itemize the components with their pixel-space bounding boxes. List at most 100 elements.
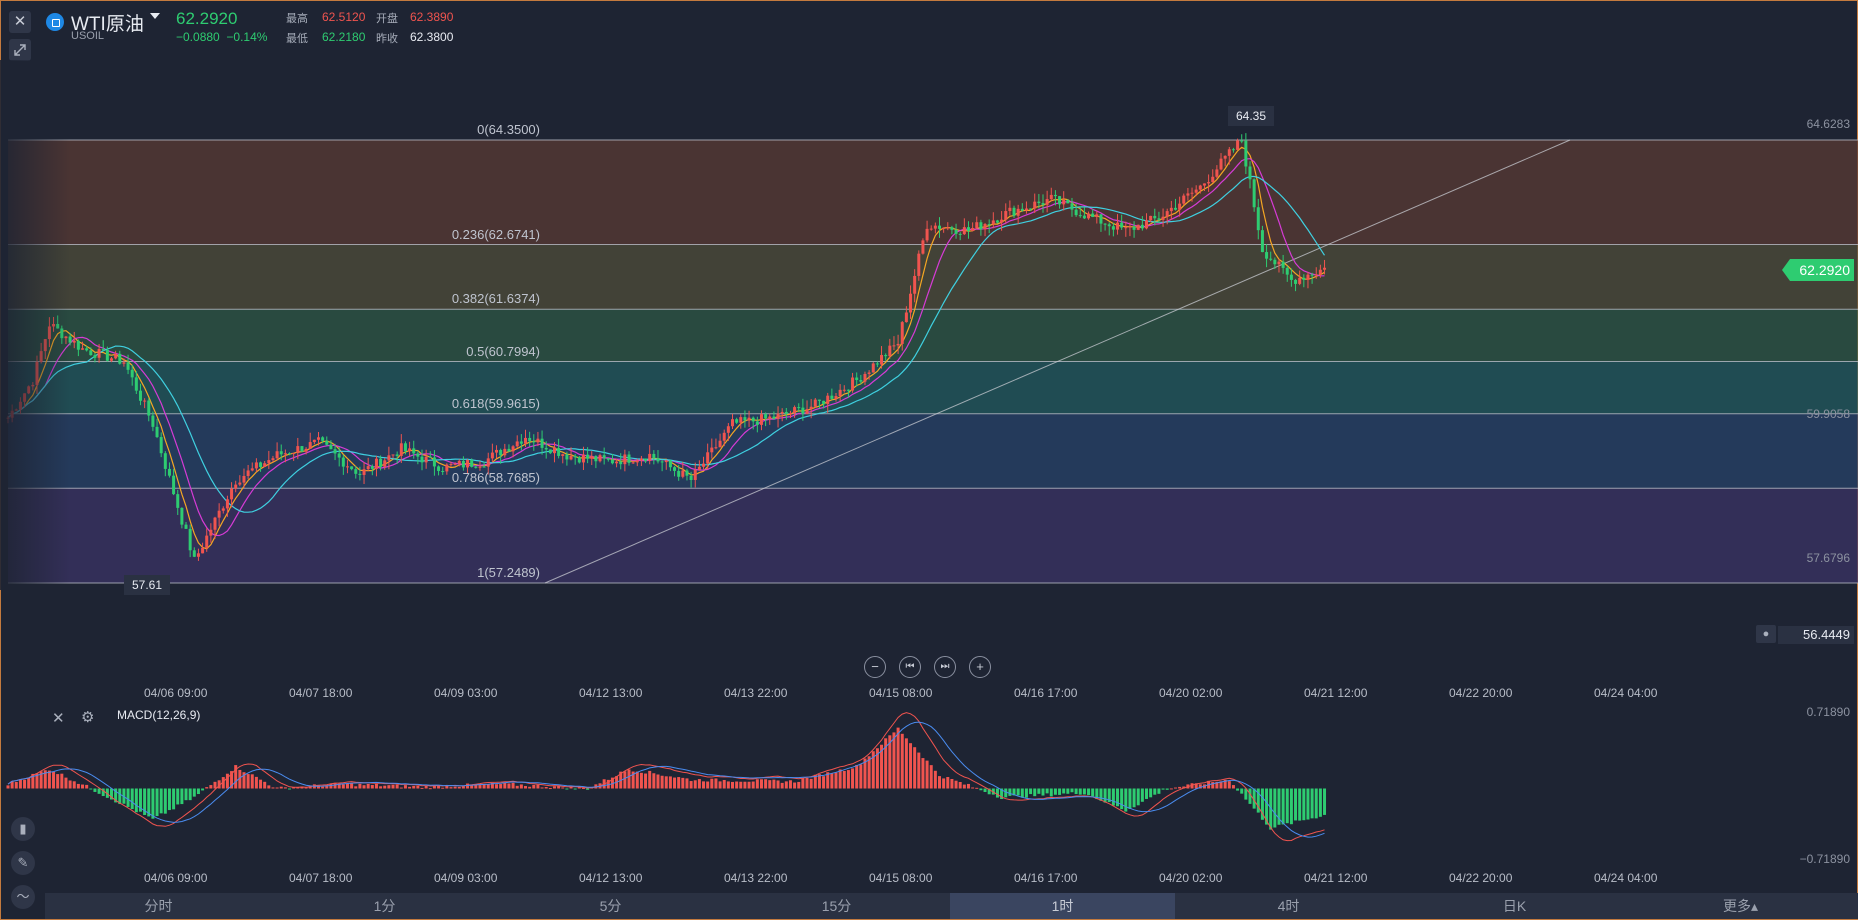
time-axis-label: 04/12 13:00: [579, 686, 643, 700]
candle-body: [685, 470, 689, 476]
macd-bar: [1062, 788, 1066, 794]
fib-level-label: 0.786(58.7685): [451, 470, 540, 486]
macd-bar: [263, 781, 267, 789]
candle-body: [122, 362, 126, 364]
candle-body: [722, 432, 726, 441]
close-button[interactable]: ✕: [9, 11, 31, 33]
symbol-title[interactable]: WTI原油: [71, 14, 144, 35]
candle-body: [1294, 279, 1298, 284]
expand-icon[interactable]: [9, 39, 31, 61]
candle-body: [221, 508, 225, 511]
zoom-in-button[interactable]: +: [969, 656, 991, 678]
macd-bar: [1045, 788, 1049, 794]
candle-body: [333, 449, 337, 454]
candle-body: [598, 455, 602, 462]
macd-bar: [536, 784, 540, 789]
fib-level-label: 1(57.2489): [477, 565, 540, 580]
macd-bar: [987, 788, 991, 795]
candle-body: [971, 227, 975, 231]
macd-bar: [552, 786, 556, 789]
tab-timeframe[interactable]: 更多▴: [1722, 898, 1759, 914]
candle-body: [565, 454, 569, 460]
candle-body: [855, 377, 859, 381]
candle-body: [644, 458, 648, 461]
candle-body: [689, 475, 693, 481]
gear-icon[interactable]: ⚙: [81, 709, 95, 726]
tab-timeframe[interactable]: 15分: [821, 898, 852, 914]
macd-bar: [403, 785, 407, 789]
candle-body: [871, 363, 875, 373]
candle-body: [594, 456, 598, 462]
pencil-icon[interactable]: ✎: [11, 851, 35, 875]
time-axis-label: 04/12 13:00: [579, 871, 643, 885]
candle-body: [1103, 223, 1107, 225]
macd-bar: [739, 781, 743, 789]
macd-bar: [118, 788, 122, 805]
candle-body: [610, 459, 614, 464]
macd-bar: [321, 786, 325, 789]
candle-body: [118, 353, 122, 364]
candle-body: [416, 453, 420, 457]
tab-timeframe[interactable]: 4时: [1277, 898, 1300, 914]
candle-body: [341, 457, 345, 467]
macd-line: [7, 721, 1325, 838]
candle-body: [76, 340, 80, 350]
candle-body: [292, 453, 296, 455]
macd-bar: [1318, 788, 1322, 817]
macd-bar: [826, 772, 830, 789]
open-value: 62.3890: [410, 10, 454, 24]
fib-zone: [8, 488, 1858, 583]
macd-bar: [668, 776, 672, 789]
candle-body: [826, 395, 830, 405]
time-axis-label: 04/06 09:00: [144, 686, 208, 700]
macd-bar: [172, 788, 176, 810]
macd-bar: [72, 781, 76, 789]
time-axis-label: 04/07 18:00: [289, 871, 353, 885]
macd-bar: [635, 771, 639, 789]
candle-body: [838, 389, 842, 397]
macd-bar: [702, 781, 706, 789]
macd-bar: [1116, 788, 1120, 807]
tab-timeframe[interactable]: 日K: [1502, 898, 1527, 914]
candle-body: [1244, 140, 1248, 167]
line-tool-icon[interactable]: 〜: [11, 885, 35, 909]
candle-body: [1116, 222, 1120, 230]
close-icon[interactable]: ✕: [52, 710, 65, 727]
bell-icon[interactable]: ●: [1756, 625, 1776, 643]
tab-timeframe[interactable]: 分时: [144, 898, 173, 914]
macd-bar: [201, 788, 205, 791]
chevron-down-icon[interactable]: [150, 13, 160, 19]
macd-bar: [1145, 788, 1148, 799]
high-value: 62.5120: [322, 10, 366, 24]
candle-body: [134, 377, 138, 391]
indicator-icon[interactable]: ▮: [11, 817, 35, 841]
tab-timeframe[interactable]: 5分: [599, 898, 622, 914]
candle-body: [238, 482, 242, 485]
time-axis-label: 04/13 22:00: [724, 871, 788, 885]
macd-bar: [755, 779, 759, 789]
candle-body: [892, 345, 896, 347]
tab-timeframe[interactable]: 1时: [950, 893, 1175, 919]
zoom-out-button[interactable]: −: [864, 656, 886, 678]
candle-body: [524, 437, 527, 444]
candle-body: [1240, 140, 1244, 142]
tab-timeframe[interactable]: 1分: [373, 898, 396, 914]
candle-body: [639, 458, 643, 461]
candle-body: [267, 460, 271, 464]
macd-bar: [1260, 788, 1264, 820]
candle-body: [1120, 222, 1124, 228]
candle-body: [374, 458, 378, 469]
macd-bar: [159, 788, 163, 814]
scroll-right-button[interactable]: ⏭: [934, 656, 956, 678]
macd-bar: [230, 771, 234, 789]
macd-bar: [35, 773, 39, 789]
scroll-left-button[interactable]: ⏮: [899, 656, 921, 678]
macd-bar: [764, 779, 768, 789]
candle-body: [1178, 203, 1182, 210]
macd-bar: [515, 785, 519, 789]
macd-bar: [432, 785, 436, 789]
trend-line: [544, 139, 1571, 584]
macd-bar: [979, 788, 983, 791]
candle-body: [188, 528, 192, 551]
